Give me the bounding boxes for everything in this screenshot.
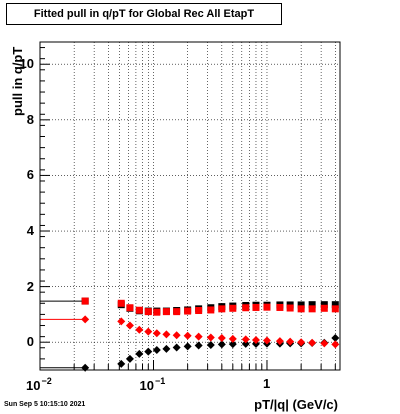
- data-point-square: [144, 308, 152, 316]
- data-point-square: [81, 297, 89, 305]
- data-point-square: [286, 304, 294, 312]
- data-point-square: [308, 301, 316, 309]
- data-point-diamond: [251, 335, 260, 344]
- data-point-square: [308, 305, 316, 313]
- data-point-square: [252, 303, 260, 311]
- plot-frame: [39, 41, 341, 371]
- data-point-diamond: [228, 340, 237, 349]
- data-point-diamond: [81, 363, 90, 372]
- data-markers: [81, 297, 340, 372]
- data-point-diamond: [135, 325, 144, 334]
- data-point-diamond: [81, 315, 90, 324]
- data-point-diamond: [162, 344, 171, 353]
- timestamp: Sun Sep 5 10:15:10 2021: [4, 401, 86, 408]
- data-point-diamond: [194, 332, 203, 341]
- data-point-square: [297, 305, 305, 313]
- series-tail-lines: [40, 300, 86, 369]
- data-point-diamond: [241, 339, 250, 348]
- grid-lines: [39, 42, 340, 370]
- data-point-diamond: [331, 340, 340, 349]
- data-point-diamond: [262, 336, 271, 345]
- data-point-square: [229, 304, 237, 312]
- data-point-square: [117, 299, 125, 307]
- data-point-diamond: [172, 331, 181, 340]
- data-point-square: [320, 304, 328, 312]
- y-tick-label: 2: [26, 278, 34, 294]
- data-point-diamond: [297, 338, 306, 347]
- data-point-square: [195, 307, 203, 315]
- data-point-square: [276, 303, 284, 311]
- axis-ticks: [39, 47, 336, 371]
- data-point-diamond: [228, 334, 237, 343]
- data-point-diamond: [308, 338, 317, 347]
- data-point-diamond: [172, 343, 181, 352]
- y-tick-label: 0: [26, 334, 34, 350]
- data-point-diamond: [125, 321, 134, 330]
- y-tick-label: 4: [26, 223, 34, 239]
- data-point-diamond: [183, 342, 192, 351]
- data-point-square: [126, 304, 134, 312]
- data-point-diamond: [117, 317, 126, 326]
- data-point-diamond: [183, 331, 192, 340]
- data-point-diamond: [206, 340, 215, 349]
- data-point-square: [242, 304, 250, 312]
- data-point-diamond: [206, 333, 215, 342]
- data-point-square: [331, 305, 339, 313]
- data-point-square: [331, 301, 339, 309]
- chart-title: Fitted pull in q/pT for Global Rec All E…: [6, 3, 282, 25]
- data-point-square: [297, 301, 305, 309]
- x-tick-label: 10−1: [139, 376, 166, 393]
- data-point-diamond: [217, 340, 226, 349]
- data-point-diamond: [217, 334, 226, 343]
- data-point-diamond: [152, 345, 161, 354]
- data-point-square: [153, 308, 161, 316]
- data-point-diamond: [320, 339, 329, 348]
- data-point-diamond: [152, 329, 161, 338]
- y-tick-label: 8: [26, 111, 34, 127]
- data-point-diamond: [125, 354, 134, 363]
- x-axis-label: pT/|q| (GeV/c): [254, 397, 338, 412]
- data-point-diamond: [194, 341, 203, 350]
- data-point-diamond: [275, 337, 284, 346]
- y-tick-label: 10: [19, 56, 34, 72]
- data-point-square: [173, 308, 181, 316]
- data-point-diamond: [117, 359, 126, 368]
- data-point-diamond: [241, 335, 250, 344]
- data-point-square: [320, 301, 328, 309]
- data-point-square: [135, 306, 143, 314]
- x-tick-label: 1: [262, 376, 271, 391]
- data-point-diamond: [144, 347, 153, 356]
- x-tick-label: 10−2: [26, 376, 52, 393]
- data-point-diamond: [144, 327, 153, 336]
- data-point-square: [162, 308, 170, 316]
- data-point-diamond: [331, 334, 340, 343]
- data-point-square: [263, 303, 271, 311]
- data-point-square: [218, 305, 226, 313]
- data-point-diamond: [135, 349, 144, 358]
- data-point-diamond: [162, 330, 171, 339]
- y-tick-label: 6: [26, 167, 34, 183]
- data-point-square: [207, 306, 215, 314]
- data-point-square: [184, 307, 192, 315]
- data-point-diamond: [286, 337, 295, 346]
